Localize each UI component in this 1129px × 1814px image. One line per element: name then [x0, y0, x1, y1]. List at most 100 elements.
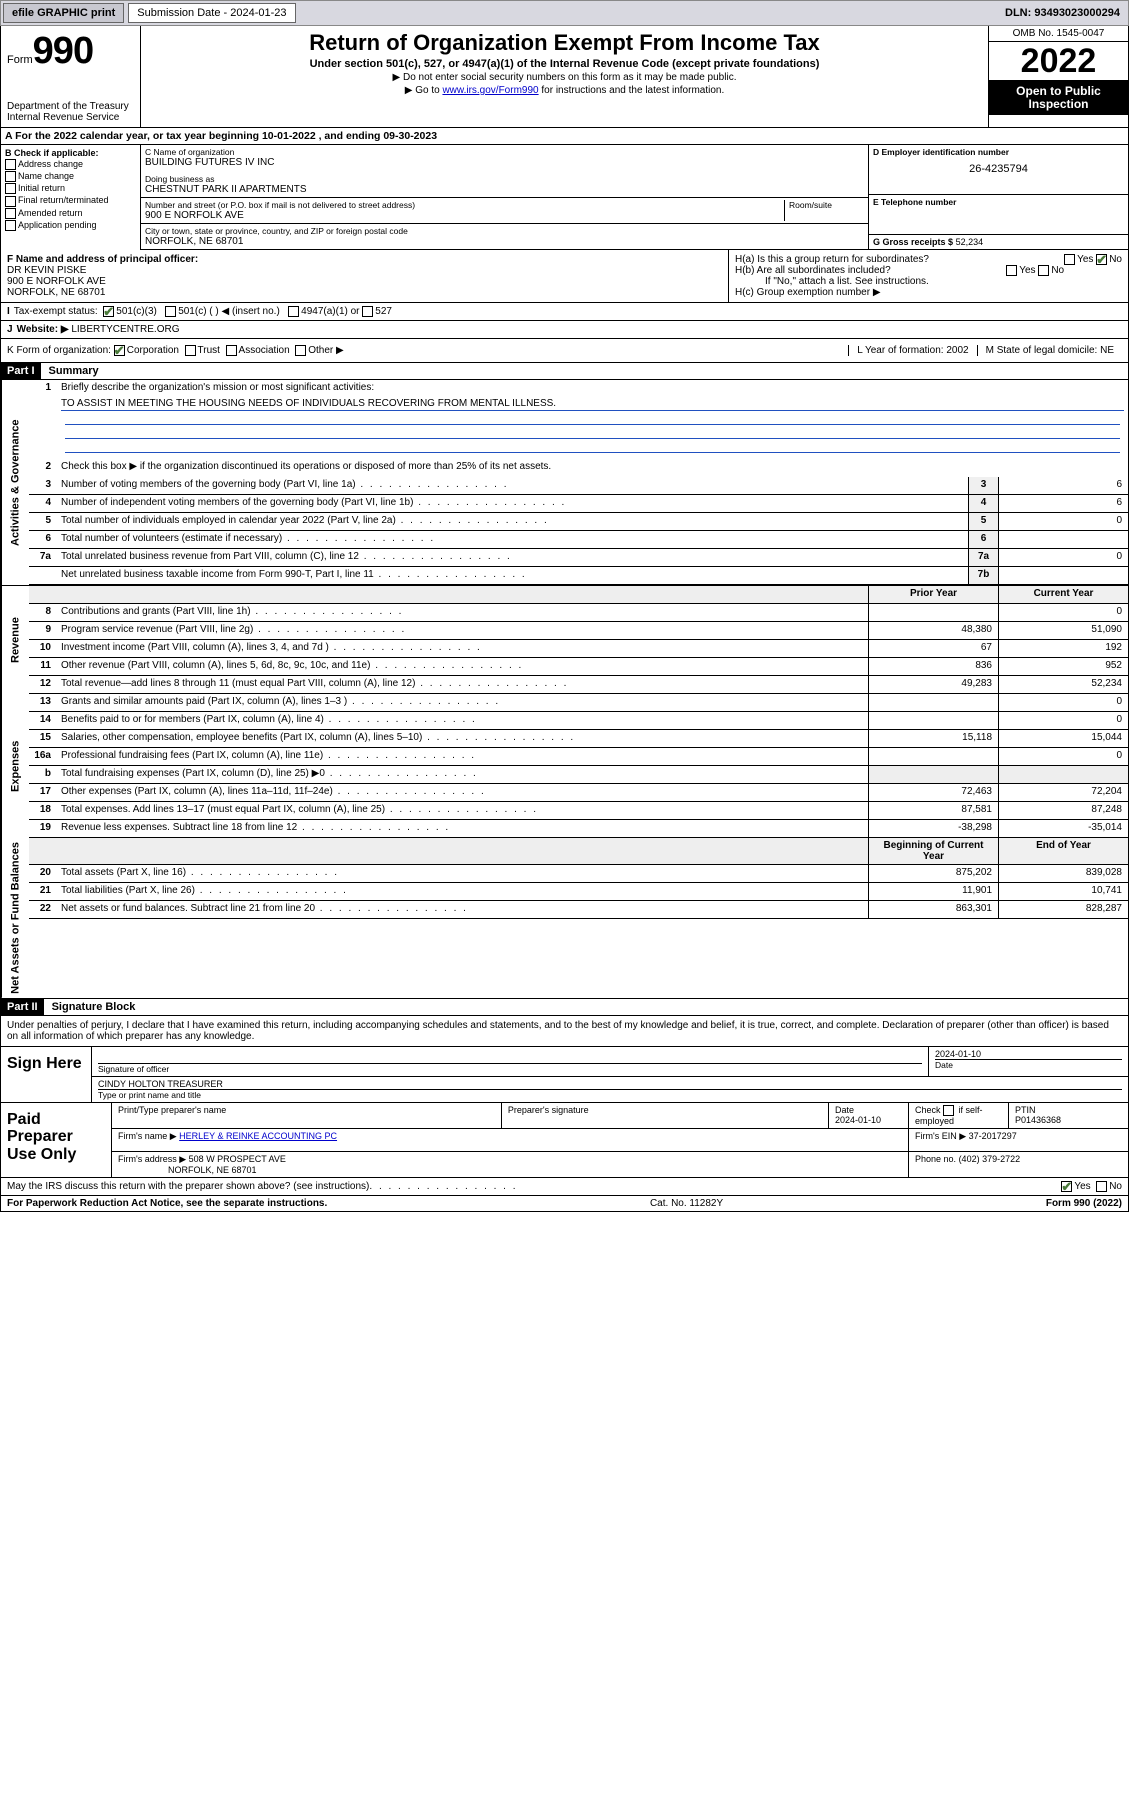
firm-addr1: 508 W PROSPECT AVE: [189, 1154, 286, 1164]
signature-declaration: Under penalties of perjury, I declare th…: [1, 1016, 1128, 1047]
cb-name-change[interactable]: Name change: [5, 171, 136, 182]
ein-label: D Employer identification number: [873, 147, 1124, 157]
prior-value: 11,901: [868, 883, 998, 900]
prior-value: 48,380: [868, 622, 998, 639]
year-formation-label: L Year of formation:: [857, 345, 943, 356]
gov-row-text: Total unrelated business revenue from Pa…: [57, 549, 968, 566]
sig-name-value: CINDY HOLTON TREASURER: [98, 1079, 1122, 1089]
row-a-taxyear: A For the 2022 calendar year, or tax yea…: [0, 128, 1129, 145]
current-value: -35,014: [998, 820, 1128, 837]
cb-association[interactable]: [226, 345, 237, 356]
gross-receipts-label: G Gross receipts $: [873, 237, 953, 247]
prior-value: [868, 748, 998, 765]
col-b-header: B Check if applicable:: [5, 148, 136, 158]
current-value: 87,248: [998, 802, 1128, 819]
prior-value: 15,118: [868, 730, 998, 747]
city-state-zip: NORFOLK, NE 68701: [145, 236, 864, 247]
street-address: 900 E NORFOLK AVE: [145, 210, 784, 221]
cb-corporation[interactable]: [114, 345, 125, 356]
prior-value: [868, 712, 998, 729]
row-j-label: J: [7, 324, 13, 335]
hb-note: If "No," attach a list. See instructions…: [735, 276, 1122, 287]
irs-label: Internal Revenue Service: [7, 112, 134, 123]
line-text: Total liabilities (Part X, line 26): [57, 883, 868, 900]
cb-other[interactable]: [295, 345, 306, 356]
form-990: 990: [33, 30, 93, 73]
gov-row-value: 6: [998, 495, 1128, 512]
gov-row-value: 0: [998, 513, 1128, 530]
tax-year: 2022: [989, 42, 1128, 81]
line-text: Total fundraising expenses (Part IX, col…: [57, 766, 868, 783]
cb-4947[interactable]: [288, 306, 299, 317]
firm-addr2: NORFOLK, NE 68701: [168, 1165, 257, 1175]
sig-date-label: Date: [935, 1059, 1122, 1070]
line-text: Total assets (Part X, line 16): [57, 865, 868, 882]
gov-row-text: Net unrelated business taxable income fr…: [57, 567, 968, 584]
prep-name-label: Print/Type preparer's name: [118, 1105, 226, 1115]
cb-527[interactable]: [362, 306, 373, 317]
ha-group-return: H(a) Is this a group return for subordin…: [735, 254, 1122, 265]
current-value: 828,287: [998, 901, 1128, 918]
discuss-yes[interactable]: [1061, 1181, 1072, 1192]
form-org-label: K Form of organization:: [7, 345, 111, 356]
gov-row-text: Number of voting members of the governin…: [57, 477, 968, 494]
current-value: 839,028: [998, 865, 1128, 882]
part2-header: Part II: [1, 999, 44, 1015]
q2-discontinued: Check this box ▶ if the organization dis…: [57, 459, 1128, 477]
prior-value: 67: [868, 640, 998, 657]
gov-row-value: 6: [998, 477, 1128, 494]
officer-addr1: 900 E NORFOLK AVE: [7, 276, 722, 287]
current-value: 10,741: [998, 883, 1128, 900]
part2-title: Signature Block: [44, 999, 144, 1015]
current-value: 0: [998, 748, 1128, 765]
current-value: 52,234: [998, 676, 1128, 693]
firm-name-link[interactable]: HERLEY & REINKE ACCOUNTING PC: [179, 1131, 337, 1141]
line-text: Investment income (Part VIII, column (A)…: [57, 640, 868, 657]
current-value: 51,090: [998, 622, 1128, 639]
cb-501c3[interactable]: [103, 306, 114, 317]
current-value: 952: [998, 658, 1128, 675]
part1-header: Part I: [1, 363, 41, 379]
mission-text: TO ASSIST IN MEETING THE HOUSING NEEDS O…: [61, 398, 1124, 411]
line-text: Grants and similar amounts paid (Part IX…: [57, 694, 868, 711]
line-text: Salaries, other compensation, employee b…: [57, 730, 868, 747]
form-word: Form: [7, 54, 33, 66]
cb-amended-return[interactable]: Amended return: [5, 208, 136, 219]
cb-final-return[interactable]: Final return/terminated: [5, 195, 136, 206]
cb-initial-return[interactable]: Initial return: [5, 183, 136, 194]
current-value: 72,204: [998, 784, 1128, 801]
side-net-assets: Net Assets or Fund Balances: [1, 838, 29, 998]
current-value: 0: [998, 694, 1128, 711]
inspection-badge: Open to PublicInspection: [989, 81, 1128, 115]
cb-trust[interactable]: [185, 345, 196, 356]
dln: DLN: 93493023000294: [997, 4, 1128, 22]
org-name-label: C Name of organization: [145, 147, 864, 157]
sig-name-label: Type or print name and title: [98, 1089, 1122, 1100]
irs-link[interactable]: www.irs.gov/Form990: [442, 85, 538, 96]
current-value: 15,044: [998, 730, 1128, 747]
part1-title: Summary: [41, 363, 107, 379]
ptin-value: P01436368: [1015, 1115, 1061, 1125]
discuss-no[interactable]: [1096, 1181, 1107, 1192]
cb-501c[interactable]: [165, 306, 176, 317]
line-text: Total revenue—add lines 8 through 11 (mu…: [57, 676, 868, 693]
gov-row-text: Total number of volunteers (estimate if …: [57, 531, 968, 548]
line-text: Other expenses (Part IX, column (A), lin…: [57, 784, 868, 801]
cb-address-change[interactable]: Address change: [5, 159, 136, 170]
hb-subordinates: H(b) Are all subordinates included? Yes …: [735, 265, 1122, 276]
efile-btn[interactable]: efile GRAPHIC print: [3, 3, 124, 23]
domicile-state: NE: [1100, 345, 1114, 356]
cb-app-pending[interactable]: Application pending: [5, 220, 136, 231]
form-title: Return of Organization Exempt From Incom…: [147, 30, 982, 56]
officer-addr2: NORFOLK, NE 68701: [7, 287, 722, 298]
dept-treasury: Department of the Treasury: [7, 101, 134, 112]
hc-exemption: H(c) Group exemption number ▶: [735, 287, 1122, 298]
org-name: BUILDING FUTURES IV INC: [145, 157, 864, 168]
gov-row-text: Total number of individuals employed in …: [57, 513, 968, 530]
year-formation: 2002: [946, 345, 968, 356]
gov-row-value: 0: [998, 549, 1128, 566]
side-revenue: Revenue: [1, 586, 29, 694]
gov-row-value: [998, 567, 1128, 584]
room-label: Room/suite: [789, 200, 864, 210]
submission-date: Submission Date - 2024-01-23: [128, 3, 295, 23]
